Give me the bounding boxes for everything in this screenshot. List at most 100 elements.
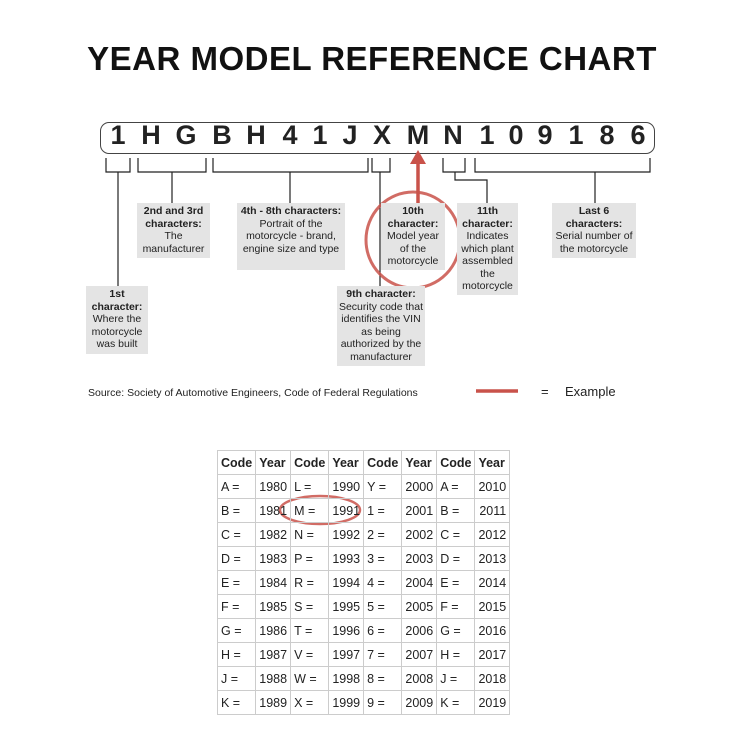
code-cell: L =	[290, 474, 330, 499]
table-row: G = 1986 T = 1996 6 = 2006 G = 2016	[216, 618, 511, 643]
label-2nd-3rd: 2nd and 3rd characters: The manufacturer	[137, 203, 210, 258]
year-code-table: Code Year Code Year Code Year Code Year A = 1980…	[216, 450, 511, 715]
label-text: Portrait of the motorcycle - brand, engi…	[242, 217, 340, 255]
column-header: Code	[436, 450, 476, 475]
year-cell: 2004	[401, 570, 438, 595]
column-header: Code	[363, 450, 403, 475]
vin-char: 9	[537, 120, 553, 150]
year-cell: 2019	[474, 690, 511, 715]
vin-char: 0	[508, 120, 524, 150]
label-text: Serial number of the motorcycle	[555, 230, 633, 255]
year-cell: 2002	[401, 522, 438, 547]
code-cell: 7 =	[363, 642, 403, 667]
vin-char: 1	[110, 120, 126, 150]
code-cell: W =	[290, 666, 330, 691]
vin-char: H	[246, 120, 266, 150]
label-heading: 9th character:	[346, 288, 416, 300]
code-cell: 1 =	[363, 498, 403, 523]
code-cell: E =	[216, 570, 257, 595]
code-cell: S =	[290, 594, 330, 619]
table-row: B = 1981 M = 1991 1 = 2001 B = 2011	[216, 498, 511, 523]
code-cell: J =	[216, 666, 257, 691]
code-cell: A =	[216, 474, 257, 499]
year-cell: 1988	[255, 666, 292, 691]
year-cell: 1987	[255, 642, 292, 667]
year-cell: 2014	[474, 570, 511, 595]
year-cell: 1983	[255, 546, 292, 571]
vin-char: J	[342, 120, 358, 150]
code-cell: V =	[290, 642, 330, 667]
year-cell: 2009	[401, 690, 438, 715]
label-heading: 11th character:	[462, 205, 513, 230]
code-cell: M =	[290, 498, 330, 523]
table-row: K = 1989 X = 1999 9 = 2009 K = 2019	[216, 690, 511, 715]
vin-char: X	[372, 120, 391, 150]
year-cell: 2016	[474, 618, 511, 643]
column-header: Code	[290, 450, 330, 475]
year-cell: 2001	[401, 498, 438, 523]
bracket-1st	[105, 158, 131, 288]
year-cell: 1985	[255, 594, 292, 619]
bracket-last-6	[474, 158, 651, 203]
year-cell: 1984	[255, 570, 292, 595]
legend-label: Example	[565, 384, 616, 399]
year-cell: 2006	[401, 618, 438, 643]
code-cell: E =	[436, 570, 476, 595]
code-cell: D =	[436, 546, 476, 571]
code-cell: 3 =	[363, 546, 403, 571]
code-cell: A =	[436, 474, 476, 499]
year-cell: 2011	[474, 498, 511, 523]
code-cell: 9 =	[363, 690, 403, 715]
label-heading: 2nd and 3rd characters:	[143, 205, 204, 230]
year-cell: 2005	[401, 594, 438, 619]
label-text: Model year of the motorcycle	[387, 230, 439, 267]
label-text: Security code that identifies the VIN as…	[338, 300, 424, 363]
vin-char: N	[443, 120, 463, 150]
year-cell: 1989	[255, 690, 292, 715]
legend-equals: =	[541, 384, 549, 399]
code-cell: F =	[436, 594, 476, 619]
year-cell: 1999	[328, 690, 365, 715]
year-cell: 2003	[401, 546, 438, 571]
year-cell: 1997	[328, 642, 365, 667]
year-cell: 1990	[328, 474, 365, 499]
code-cell: Y =	[363, 474, 403, 499]
year-cell: 1986	[255, 618, 292, 643]
bracket-11th	[442, 158, 488, 203]
year-cell: 2015	[474, 594, 511, 619]
vin-box	[100, 122, 655, 154]
table-row: A = 1980 L = 1990 Y = 2000 A = 2010	[216, 474, 511, 499]
year-cell: 1982	[255, 522, 292, 547]
code-cell: K =	[216, 690, 257, 715]
label-text: Where the motorcycle was built	[91, 313, 143, 350]
table-header-row: Code Year Code Year Code Year Code Year	[216, 450, 511, 475]
table-row: J = 1988 W = 1998 8 = 2008 J = 2018	[216, 666, 511, 691]
code-cell: K =	[436, 690, 476, 715]
year-cell: 2013	[474, 546, 511, 571]
column-header: Year	[328, 450, 365, 475]
vin-char: M	[406, 120, 430, 150]
table-row: D = 1983 P = 1993 3 = 2003 D = 2013	[216, 546, 511, 571]
code-cell: D =	[216, 546, 257, 571]
year-cell: 2007	[401, 642, 438, 667]
bracket-4th-8th	[212, 158, 369, 203]
vin-char: 1	[568, 120, 584, 150]
code-cell: B =	[436, 498, 476, 523]
year-cell: 2010	[474, 474, 511, 499]
year-cell: 2018	[474, 666, 511, 691]
year-cell: 1996	[328, 618, 365, 643]
code-cell: C =	[436, 522, 476, 547]
code-cell: 8 =	[363, 666, 403, 691]
label-4th-8th: 4th - 8th characters: Portrait of the mot…	[237, 203, 345, 270]
code-cell: C =	[216, 522, 257, 547]
code-cell: R =	[290, 570, 330, 595]
label-1st: 1st character: Where the motorcycle was b…	[86, 286, 148, 354]
year-cell: 2008	[401, 666, 438, 691]
column-header: Year	[474, 450, 511, 475]
year-cell: 1980	[255, 474, 292, 499]
label-9th: 9th character: Security code that identif…	[337, 286, 425, 366]
year-cell: 1992	[328, 522, 365, 547]
code-cell: X =	[290, 690, 330, 715]
label-last-6: Last 6 characters: Serial number of the m…	[552, 203, 636, 258]
